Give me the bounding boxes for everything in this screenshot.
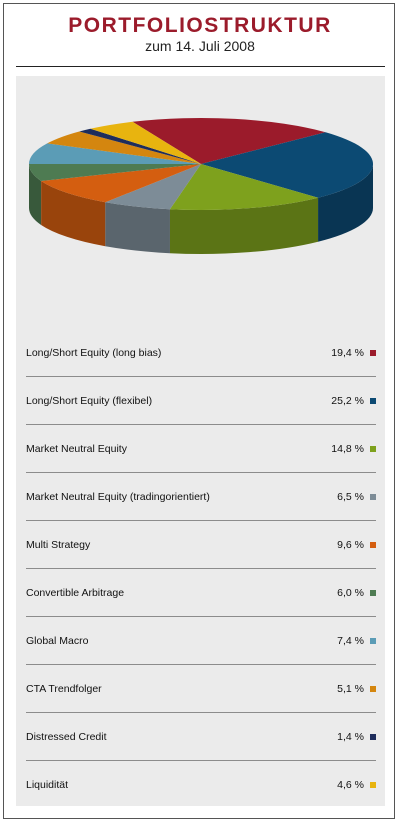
pie-slice	[29, 143, 201, 165]
legend-value: 19,4 %	[331, 347, 364, 359]
legend-label: Long/Short Equity (flexibel)	[26, 395, 153, 407]
pie-slice	[41, 164, 201, 203]
legend-label: Long/Short Equity (long bias)	[26, 347, 162, 359]
pie-slice-side	[105, 202, 170, 254]
legend-value: 5,1 %	[337, 683, 364, 695]
legend-swatch	[370, 398, 376, 404]
legend-swatch	[370, 686, 376, 692]
legend-row: Liquidität 4,6 %	[26, 761, 376, 808]
pie-slice-side	[169, 197, 319, 254]
legend-value: 9,6 %	[337, 539, 364, 551]
legend-row: Global Macro 7,4 %	[26, 617, 376, 665]
legend-value: 25,2 %	[331, 395, 364, 407]
legend-swatch	[370, 446, 376, 452]
pie-slice	[105, 164, 201, 210]
legend-swatch	[370, 734, 376, 740]
legend-row: Convertible Arbitrage 6,0 %	[26, 569, 376, 617]
legend-row: Market Neutral Equity 14,8 %	[26, 425, 376, 473]
legend-row: Market Neutral Equity (tradingorientiert…	[26, 473, 376, 521]
legend-label: Multi Strategy	[26, 539, 91, 551]
legend-value: 4,6 %	[337, 779, 364, 791]
legend-label: Global Macro	[26, 635, 89, 647]
legend-swatch	[370, 350, 376, 356]
pie-slice	[132, 118, 326, 164]
legend-value: 1,4 %	[337, 731, 364, 743]
legend: Long/Short Equity (long bias) 19,4 % Long/…	[26, 329, 376, 808]
legend-swatch	[370, 638, 376, 644]
legend-swatch	[370, 590, 376, 596]
legend-row: Long/Short Equity (long bias) 19,4 %	[26, 329, 376, 377]
chart-title: PORTFOLIOSTRUKTUR	[68, 14, 332, 37]
legend-value: 6,5 %	[337, 491, 364, 503]
pie-slice	[47, 131, 202, 164]
chart-subtitle: zum 14. Juli 2008	[145, 38, 255, 54]
legend-label: Liquidität	[26, 779, 69, 791]
legend-row: CTA Trendfolger 5,1 %	[26, 665, 376, 713]
title-divider	[16, 66, 385, 67]
legend-swatch	[370, 494, 376, 500]
legend-row: Long/Short Equity (flexibel) 25,2 %	[26, 377, 376, 425]
legend-swatch	[370, 782, 376, 788]
pie-slice	[90, 121, 201, 164]
legend-label: Market Neutral Equity	[26, 443, 127, 455]
pie-slice	[201, 132, 374, 198]
pie-slice	[29, 164, 201, 181]
legend-label: Distressed Credit	[26, 731, 107, 743]
legend-value: 14,8 %	[331, 443, 364, 455]
pie-slice	[169, 164, 319, 210]
legend-swatch	[370, 542, 376, 548]
pie-slice-side	[41, 180, 106, 247]
legend-label: Market Neutral Equity (tradingorientiert…	[26, 491, 210, 503]
legend-value: 6,0 %	[337, 587, 364, 599]
legend-label: Convertible Arbitrage	[26, 587, 125, 599]
legend-value: 7,4 %	[337, 635, 364, 647]
pie-chart	[28, 118, 374, 254]
pie-slice-side	[29, 164, 42, 225]
pie-slice-side	[318, 164, 373, 242]
legend-label: CTA Trendfolger	[26, 683, 102, 695]
legend-row: Multi Strategy 9,6 %	[26, 521, 376, 569]
legend-row: Distressed Credit 1,4 %	[26, 713, 376, 761]
pie-slice	[79, 128, 201, 164]
